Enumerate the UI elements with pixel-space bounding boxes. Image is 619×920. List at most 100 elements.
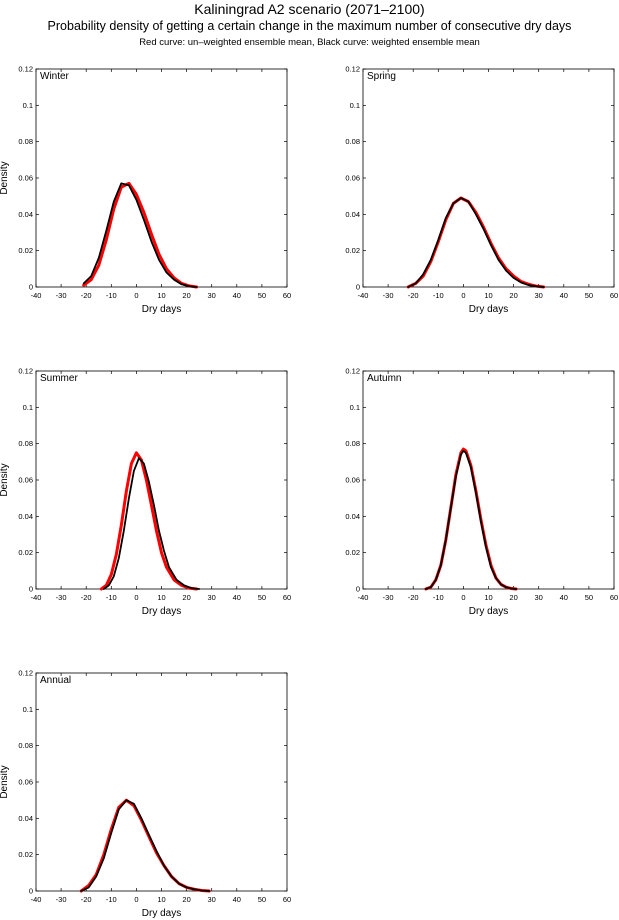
- y-tick-label: 0.06: [345, 476, 360, 485]
- x-tick-label: -20: [81, 291, 92, 300]
- x-tick-label: -20: [408, 593, 419, 602]
- y-tick-label: 0.12: [18, 669, 33, 678]
- y-tick-label: 0.02: [345, 548, 360, 557]
- x-tick-label: 40: [560, 593, 568, 602]
- x-tick-label: 40: [560, 291, 568, 300]
- panel-label: Winter: [40, 71, 70, 82]
- y-tick-label: 0: [356, 585, 360, 594]
- x-tick-label: 0: [134, 291, 138, 300]
- x-tick-label: -30: [56, 593, 67, 602]
- chart-panel-summer: -40 -30 -20 -10 0 10 20 30 40 50 60 0 0.02 0.04 0.06 0.…: [0, 367, 291, 618]
- x-tick-label: 50: [258, 291, 266, 300]
- x-tick-label: 60: [283, 291, 291, 300]
- unweighted-density-curve: [82, 181, 199, 289]
- y-tick-label: 0.12: [18, 367, 33, 376]
- x-axis-label: Dry days: [142, 304, 181, 315]
- x-tick-label: 50: [585, 593, 593, 602]
- plot-area: [362, 68, 615, 288]
- x-tick-label: 10: [484, 593, 492, 602]
- y-tick-label: 0.06: [18, 174, 33, 183]
- x-tick-label: 30: [208, 895, 216, 904]
- weighted-density-curve: [407, 197, 545, 288]
- x-tick-label: 20: [509, 593, 517, 602]
- unweighted-density-curve: [99, 451, 199, 591]
- x-tick-label: -30: [383, 291, 394, 300]
- x-tick-label: 40: [233, 291, 241, 300]
- plot-area: [35, 672, 288, 892]
- x-axis-label: Dry days: [469, 606, 508, 617]
- x-tick-label: 40: [233, 593, 241, 602]
- weighted-density-curve: [424, 449, 517, 590]
- y-tick-label: 0.02: [18, 246, 33, 255]
- x-tick-label: 20: [182, 291, 190, 300]
- x-tick-label: 0: [461, 291, 465, 300]
- y-tick-label: 0.06: [18, 476, 33, 485]
- x-axis-label: Dry days: [142, 606, 181, 617]
- x-tick-label: -40: [358, 593, 369, 602]
- x-tick-label: 50: [258, 593, 266, 602]
- x-tick-label: 10: [157, 291, 165, 300]
- x-tick-label: -30: [56, 291, 67, 300]
- x-tick-label: -10: [106, 291, 117, 300]
- panel-label: Summer: [40, 373, 78, 384]
- y-tick-label: 0.1: [350, 403, 360, 412]
- x-tick-label: 10: [484, 291, 492, 300]
- y-tick-label: 0.06: [18, 778, 33, 787]
- y-tick-label: 0.1: [23, 705, 33, 714]
- chart-panel-spring: -40 -30 -20 -10 0 10 20 30 40 50 60 0 0.02 0.04 0.06 0.…: [345, 65, 618, 316]
- x-tick-label: -10: [433, 593, 444, 602]
- y-tick-label: 0.1: [350, 101, 360, 110]
- y-tick-label: 0.1: [23, 101, 33, 110]
- x-tick-label: -10: [106, 895, 117, 904]
- y-tick-label: 0.08: [18, 741, 33, 750]
- y-tick-label: 0.02: [18, 548, 33, 557]
- chart-panel-annual: -40 -30 -20 -10 0 10 20 30 40 50 60 0 0.02 0.04 0.06 0.…: [0, 669, 291, 920]
- x-tick-label: 40: [233, 895, 241, 904]
- y-tick-label: 0.04: [18, 814, 33, 823]
- x-tick-label: -20: [81, 895, 92, 904]
- y-tick-label: 0.1: [23, 403, 33, 412]
- unweighted-density-curve: [406, 196, 546, 289]
- y-tick-label: 0.12: [18, 65, 33, 74]
- x-tick-label: 0: [134, 895, 138, 904]
- x-axis-label: Dry days: [469, 304, 508, 315]
- y-axis-label: Density: [0, 463, 10, 496]
- x-tick-label: -10: [106, 593, 117, 602]
- x-tick-label: 60: [610, 593, 618, 602]
- x-tick-label: 10: [157, 895, 165, 904]
- weighted-density-curve: [80, 799, 211, 892]
- y-tick-label: 0.02: [345, 246, 360, 255]
- figure-caption: Red curve: un–weighted ensemble mean, Bl…: [139, 37, 480, 48]
- y-tick-label: 0.08: [345, 137, 360, 146]
- x-tick-label: 30: [208, 291, 216, 300]
- panel-label: Autumn: [367, 373, 401, 384]
- x-tick-label: 30: [208, 593, 216, 602]
- panel-label: Spring: [367, 71, 396, 82]
- y-tick-label: 0.02: [18, 850, 33, 859]
- chart-panel-winter: -40 -30 -20 -10 0 10 20 30 40 50 60 0 0.02 0.04 0.06 0.…: [0, 65, 291, 316]
- figure-title: Kaliningrad A2 scenario (2071–2100): [194, 1, 425, 17]
- y-tick-label: 0.08: [18, 137, 33, 146]
- x-tick-label: 0: [134, 593, 138, 602]
- y-tick-label: 0.04: [18, 210, 33, 219]
- figure-subtitle: Probability density of getting a certain…: [47, 19, 572, 33]
- y-tick-label: 0.12: [345, 367, 360, 376]
- y-axis-label: Density: [0, 161, 10, 194]
- x-tick-label: 30: [535, 291, 543, 300]
- plot-area: [35, 68, 288, 288]
- y-tick-label: 0.04: [345, 512, 360, 521]
- weighted-density-curve: [82, 182, 198, 288]
- y-tick-label: 0.04: [18, 512, 33, 521]
- x-tick-label: 20: [182, 593, 190, 602]
- x-tick-label: -20: [81, 593, 92, 602]
- y-tick-label: 0.12: [345, 65, 360, 74]
- y-tick-label: 0.08: [345, 439, 360, 448]
- x-tick-label: -40: [31, 291, 42, 300]
- unweighted-density-curve: [79, 798, 211, 893]
- x-tick-label: -30: [56, 895, 67, 904]
- y-tick-label: 0.08: [18, 439, 33, 448]
- x-tick-label: -20: [408, 291, 419, 300]
- x-tick-label: -40: [31, 895, 42, 904]
- x-tick-label: 30: [535, 593, 543, 602]
